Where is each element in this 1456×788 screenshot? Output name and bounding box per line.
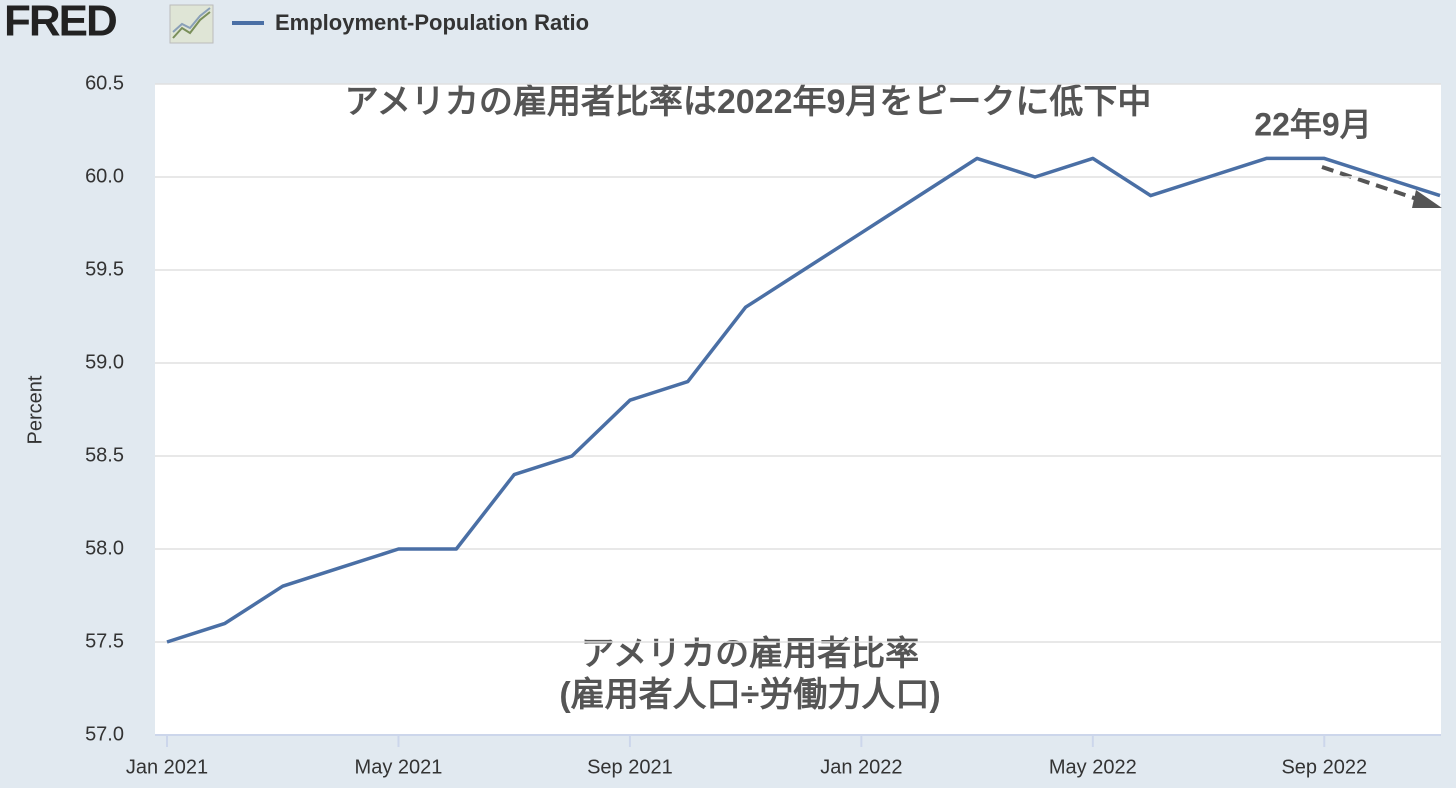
annotation: (雇用者人口÷労働力人口) (559, 675, 940, 714)
arrow (1321, 165, 1442, 208)
x-tick-label: Jan 2021 (126, 756, 208, 778)
annotation: アメリカの雇用者比率 (581, 634, 919, 673)
y-tick-label: 58.0 (85, 537, 124, 559)
x-tick-label: Sep 2021 (587, 756, 673, 778)
y-axis-label: Percent (24, 375, 46, 444)
annotation: 22年9月 (1254, 106, 1371, 142)
y-tick-label: 60.0 (85, 165, 124, 187)
logo-icon (169, 4, 214, 44)
x-tick-label: May 2021 (355, 756, 443, 778)
y-tick-label: 57.5 (85, 630, 124, 652)
y-tick-label: 59.5 (85, 258, 124, 280)
x-tick-label: Sep 2022 (1281, 756, 1367, 778)
plot-area (155, 84, 1441, 735)
annotation: アメリカの雇用者比率は2022年9月をピークに低下中 (345, 82, 1152, 121)
logo: FRED (4, 0, 116, 46)
y-tick-label: 58.5 (85, 444, 124, 466)
y-tick-label: 60.5 (85, 72, 124, 94)
legend-label: Employment-Population Ratio (275, 10, 589, 35)
y-tick-label: 57.0 (85, 723, 124, 745)
y-tick-label: 59.0 (85, 351, 124, 373)
line (166, 156, 1441, 644)
x-tick-label: May 2022 (1049, 756, 1137, 778)
x-tick-label: Jan 2022 (820, 756, 902, 778)
